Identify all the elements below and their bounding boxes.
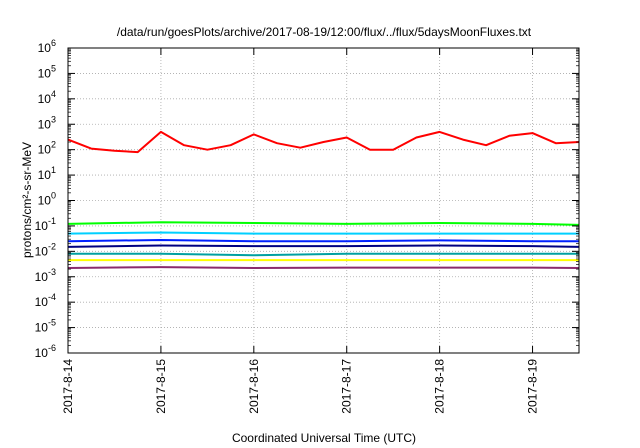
x-tick-label: 2017-8-17: [340, 359, 354, 414]
series-line: [67, 239, 579, 243]
y-tick-label: 102: [38, 140, 56, 157]
y-tick-label: 10-5: [35, 318, 56, 335]
grid: [68, 48, 579, 353]
x-tick-label: 2017-8-15: [154, 359, 168, 414]
y-tick-label: 10-3: [35, 267, 56, 284]
x-tick-label: 2017-8-14: [61, 359, 75, 414]
y-tick-label: 106: [38, 38, 56, 55]
series-line: [68, 252, 579, 257]
y-tick-label: 101: [38, 165, 56, 182]
chart-title: /data/run/goesPlots/archive/2017-08-19/1…: [117, 25, 532, 39]
y-tick-label: 10-6: [35, 343, 56, 360]
series-line: [67, 266, 580, 269]
series-line: [67, 221, 580, 226]
y-tick-label: 100: [38, 191, 56, 208]
series-line: [67, 244, 580, 248]
series-layer: [67, 130, 580, 269]
x-tick-label: 2017-8-19: [526, 359, 540, 414]
series-line: [67, 231, 579, 235]
y-tick-label: 10-2: [35, 241, 56, 258]
y-tick-label: 104: [38, 89, 56, 106]
y-tick-label: 10-1: [35, 216, 56, 233]
y-axis-label: protons/cm²-s-sr-MeV: [20, 142, 34, 258]
x-axis-label: Coordinated Universal Time (UTC): [232, 431, 416, 445]
x-tick-label: 2017-8-16: [247, 359, 261, 414]
y-tick-label: 103: [38, 114, 56, 131]
x-tick-label: 2017-8-18: [433, 359, 447, 414]
y-tick-label: 10-4: [35, 292, 56, 309]
y-tick-label: 105: [38, 63, 56, 80]
y-axis: 10-6 10-5 10-4 10-3 10-2 10-1 100 101 102 103 104 1…: [35, 38, 579, 360]
x-axis: 2017-8-14 2017-8-15 2017-8-16 2017-8-17 2017…: [61, 48, 540, 414]
series-line: [67, 130, 580, 154]
